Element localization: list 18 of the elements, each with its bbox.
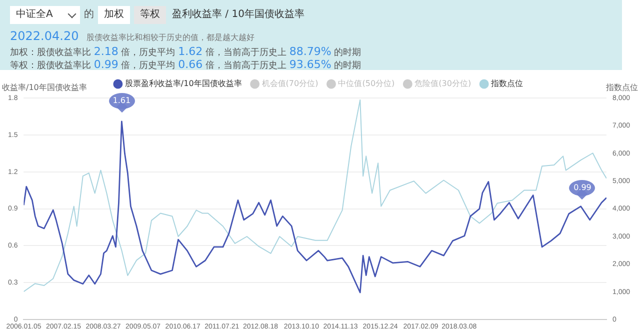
chart-title: 盈利收益率 / 10年国债收益率 [172, 9, 304, 20]
legend-label: 指数点位 [490, 79, 524, 88]
y2-axis-title: 指数点位 [605, 83, 638, 92]
y-axis-title: 收益率/10年国债收益率 [2, 83, 87, 92]
annotation: 1.61 [108, 96, 135, 106]
text: 等权：股债收益率比 0.99 倍，历史平均 0.66 倍，当前高于历史上 93.65% 的时期 [10, 58, 362, 71]
text: 等权 [134, 6, 166, 24]
text: 加权 [98, 6, 130, 24]
chart-subtitle: 股债收益率比和相较于历史的值，都是越大越好 [86, 33, 255, 42]
text: 中证全A [10, 6, 80, 24]
legend-label: 中位值(50分位) [338, 79, 395, 88]
legend-label: 危险值(30分位) [414, 79, 472, 88]
text: 2022.04.20 [10, 29, 79, 43]
text: 加权：股债收益率比 2.18 倍，历史平均 1.62 倍，当前高于历史上 88.79% 的时期 [10, 45, 362, 58]
legend-label: 股票盈利收益率/10年国债收益率 [124, 79, 242, 88]
legend-label: 机会值(70分位) [262, 79, 318, 88]
annotation: 0.99 [569, 182, 596, 193]
text: 的 [84, 9, 94, 20]
